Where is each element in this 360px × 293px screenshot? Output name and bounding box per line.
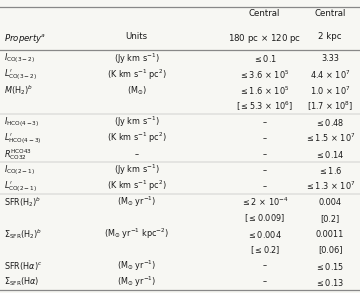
Text: (Jy km s$^{-1}$): (Jy km s$^{-1}$) bbox=[114, 115, 159, 130]
Text: 2 kpc: 2 kpc bbox=[318, 32, 342, 41]
Text: $L^{\prime}_{\mathrm{CO(2-1)}}$: $L^{\prime}_{\mathrm{CO(2-1)}}$ bbox=[4, 179, 37, 194]
Text: Property$^{a}$: Property$^{a}$ bbox=[4, 32, 46, 45]
Text: $\leq$3.6 × 10$^{5}$: $\leq$3.6 × 10$^{5}$ bbox=[239, 68, 290, 81]
Text: $\Sigma_{\mathrm{SFR}}(\mathrm{H}\alpha)$: $\Sigma_{\mathrm{SFR}}(\mathrm{H}\alpha)… bbox=[4, 276, 39, 288]
Text: $\leq$0.48: $\leq$0.48 bbox=[315, 117, 345, 128]
Text: $\Sigma_{\mathrm{SFR}}(\mathrm{H_2})^{b}$: $\Sigma_{\mathrm{SFR}}(\mathrm{H_2})^{b}… bbox=[4, 227, 42, 241]
Text: $\leq$1.3 × 10$^{7}$: $\leq$1.3 × 10$^{7}$ bbox=[305, 180, 355, 193]
Text: (K km s$^{-1}$ pc$^{2}$): (K km s$^{-1}$ pc$^{2}$) bbox=[107, 67, 167, 81]
Text: $L^{\prime}_{\mathrm{CO(3-2)}}$: $L^{\prime}_{\mathrm{CO(3-2)}}$ bbox=[4, 67, 37, 82]
Text: Central: Central bbox=[314, 9, 346, 18]
Text: –: – bbox=[262, 277, 267, 287]
Text: (K km s$^{-1}$ pc$^{2}$): (K km s$^{-1}$ pc$^{2}$) bbox=[107, 131, 167, 146]
Text: $\leq$0.14: $\leq$0.14 bbox=[315, 149, 345, 160]
Text: 4.4 × 10$^{7}$: 4.4 × 10$^{7}$ bbox=[310, 68, 350, 81]
Text: $\leq$1.6: $\leq$1.6 bbox=[318, 165, 342, 176]
Text: $\leq$0.13: $\leq$0.13 bbox=[315, 277, 345, 288]
Text: –: – bbox=[262, 134, 267, 143]
Text: $I_{\mathrm{HCO(4-3)}}$: $I_{\mathrm{HCO(4-3)}}$ bbox=[4, 115, 39, 129]
Text: –: – bbox=[262, 166, 267, 175]
Text: $\leq$0.1: $\leq$0.1 bbox=[252, 53, 277, 64]
Text: (Jy km s$^{-1}$): (Jy km s$^{-1}$) bbox=[114, 163, 159, 178]
Text: –: – bbox=[262, 118, 267, 127]
Text: [1.7 × 10$^{8}$]: [1.7 × 10$^{8}$] bbox=[307, 100, 353, 113]
Text: 0.004: 0.004 bbox=[319, 198, 342, 207]
Text: [$\leq$5.3 × 10$^{6}$]: [$\leq$5.3 × 10$^{6}$] bbox=[236, 100, 293, 113]
Text: 1.0 × 10$^{7}$: 1.0 × 10$^{7}$ bbox=[310, 84, 350, 96]
Text: Central: Central bbox=[249, 9, 280, 18]
Text: –: – bbox=[262, 150, 267, 159]
Text: –: – bbox=[135, 150, 139, 159]
Text: (M$_{\odot}$): (M$_{\odot}$) bbox=[127, 84, 147, 97]
Text: $\mathrm{SFR(H_2)}^{b}$: $\mathrm{SFR(H_2)}^{b}$ bbox=[4, 195, 41, 209]
Text: $\leq$2 × 10$^{-4}$: $\leq$2 × 10$^{-4}$ bbox=[241, 196, 288, 208]
Text: [$\leq$0.009]: [$\leq$0.009] bbox=[244, 212, 285, 224]
Text: $\leq$1.6 × 10$^{5}$: $\leq$1.6 × 10$^{5}$ bbox=[239, 84, 290, 96]
Text: $M(\mathrm{H_2})^{b}$: $M(\mathrm{H_2})^{b}$ bbox=[4, 84, 32, 97]
Text: (Jy km s$^{-1}$): (Jy km s$^{-1}$) bbox=[114, 51, 159, 66]
Text: (M$_{\odot}$ yr$^{-1}$): (M$_{\odot}$ yr$^{-1}$) bbox=[117, 259, 157, 273]
Text: $I_{\mathrm{CO(2-1)}}$: $I_{\mathrm{CO(2-1)}}$ bbox=[4, 163, 35, 177]
Text: $\leq$0.15: $\leq$0.15 bbox=[315, 260, 345, 272]
Text: $\mathrm{SFR(H}\alpha)^{c}$: $\mathrm{SFR(H}\alpha)^{c}$ bbox=[4, 260, 42, 272]
Text: $R^{\mathrm{HCO43}}_{\mathrm{CO32}}$: $R^{\mathrm{HCO43}}_{\mathrm{CO32}}$ bbox=[4, 147, 31, 162]
Text: (M$_{\odot}$ yr$^{-1}$): (M$_{\odot}$ yr$^{-1}$) bbox=[117, 195, 157, 209]
Text: $\leq$0.004: $\leq$0.004 bbox=[247, 229, 282, 240]
Text: [0.06]: [0.06] bbox=[318, 246, 342, 255]
Text: $L^{\prime}_{\mathrm{HCO(4-3)}}$: $L^{\prime}_{\mathrm{HCO(4-3)}}$ bbox=[4, 131, 41, 146]
Text: [$\leq$0.2]: [$\leq$0.2] bbox=[249, 244, 280, 256]
Text: $\leq$1.5 × 10$^{7}$: $\leq$1.5 × 10$^{7}$ bbox=[305, 132, 355, 144]
Text: –: – bbox=[262, 262, 267, 271]
Text: 0.0011: 0.0011 bbox=[316, 230, 344, 239]
Text: Units: Units bbox=[126, 32, 148, 41]
Text: (K km s$^{-1}$ pc$^{2}$): (K km s$^{-1}$ pc$^{2}$) bbox=[107, 179, 167, 193]
Text: (M$_{\odot}$ yr$^{-1}$): (M$_{\odot}$ yr$^{-1}$) bbox=[117, 275, 157, 289]
Text: (M$_{\odot}$ yr$^{-1}$ kpc$^{-2}$): (M$_{\odot}$ yr$^{-1}$ kpc$^{-2}$) bbox=[104, 227, 169, 241]
Text: [0.2]: [0.2] bbox=[320, 214, 340, 223]
Text: –: – bbox=[262, 182, 267, 191]
Text: 3.33: 3.33 bbox=[321, 54, 339, 63]
Text: 180 pc $\times$ 120 pc: 180 pc $\times$ 120 pc bbox=[228, 32, 301, 45]
Text: $I_{\mathrm{CO(3-2)}}$: $I_{\mathrm{CO(3-2)}}$ bbox=[4, 52, 35, 65]
